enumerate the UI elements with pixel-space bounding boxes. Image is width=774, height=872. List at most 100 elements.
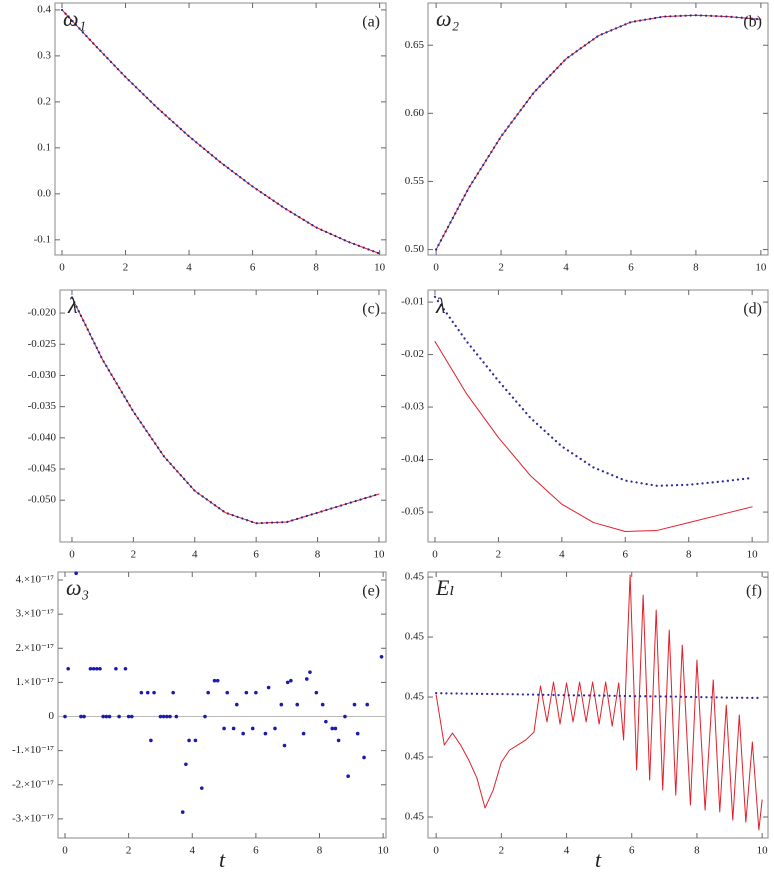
data-point bbox=[231, 726, 236, 731]
x-tick-label: 2 bbox=[499, 845, 505, 857]
x-tick-label: 4 bbox=[559, 549, 565, 561]
plot-frame bbox=[427, 2, 769, 256]
data-point bbox=[352, 702, 357, 707]
x-tick-label: 4 bbox=[563, 262, 569, 274]
panel-label: (e) bbox=[362, 583, 380, 600]
data-point bbox=[250, 726, 255, 731]
x-tick-label: 4 bbox=[192, 549, 198, 561]
data-point bbox=[333, 726, 338, 731]
data-point bbox=[193, 738, 198, 743]
x-tick-label: 6 bbox=[253, 845, 259, 857]
data-point bbox=[180, 810, 185, 814]
y-tick-label: -0.020 bbox=[28, 307, 57, 319]
x-tick-label: 0 bbox=[69, 549, 75, 561]
x-tick-label: 8 bbox=[686, 549, 692, 561]
data-point bbox=[241, 731, 245, 736]
data-point bbox=[320, 702, 325, 707]
panel-label: (c) bbox=[362, 301, 380, 318]
x-tick-label: 4 bbox=[190, 845, 196, 857]
data-point bbox=[114, 666, 118, 671]
y-tick-label: 0.45 bbox=[405, 571, 425, 583]
x-tick-label: 10 bbox=[755, 262, 767, 274]
data-point bbox=[104, 714, 109, 719]
data-point bbox=[184, 762, 188, 767]
data-point bbox=[355, 731, 360, 736]
data-point bbox=[346, 774, 350, 779]
y-tick-label: 0.2 bbox=[37, 95, 51, 107]
plot-frame bbox=[427, 289, 769, 543]
x-tick-label: 10 bbox=[374, 262, 386, 274]
data-point bbox=[273, 726, 277, 731]
y-tick-label: -0.01 bbox=[401, 296, 424, 308]
data-point bbox=[254, 690, 258, 695]
y-tick-label: -0.030 bbox=[28, 369, 57, 381]
x-tick-label: 6 bbox=[623, 549, 629, 561]
x-tick-label: 8 bbox=[694, 845, 700, 857]
data-point bbox=[79, 714, 83, 719]
x-axis-label: t bbox=[595, 847, 602, 872]
x-tick-label: 8 bbox=[317, 845, 323, 857]
data-point bbox=[152, 690, 156, 695]
data-point bbox=[330, 726, 335, 731]
data-point bbox=[74, 571, 78, 575]
y-tick-label: 0.50 bbox=[405, 243, 425, 255]
y-tick-label: -0.045 bbox=[28, 463, 57, 475]
data-point bbox=[199, 786, 204, 790]
x-tick-label: 6 bbox=[628, 262, 634, 274]
data-point bbox=[203, 714, 207, 719]
y-tick-label: 0.65 bbox=[405, 39, 425, 51]
plot-frame bbox=[59, 289, 387, 543]
data-point bbox=[123, 666, 128, 671]
data-point bbox=[63, 714, 67, 719]
dotted-line bbox=[433, 295, 754, 487]
y-tick-label: -0.040 bbox=[28, 431, 57, 443]
y-tick-label: -0.02 bbox=[401, 348, 424, 360]
x-tick-label: 0 bbox=[432, 549, 438, 561]
y-tick-label: -0.025 bbox=[28, 338, 57, 350]
data-point bbox=[314, 690, 319, 695]
y-tick-label: 1.×10⁻¹⁷ bbox=[16, 676, 55, 688]
data-point bbox=[289, 678, 293, 683]
data-point bbox=[336, 738, 341, 743]
data-point bbox=[244, 690, 249, 695]
x-axis-label: t bbox=[219, 847, 226, 872]
line bbox=[435, 574, 763, 831]
data-point bbox=[212, 678, 217, 683]
y-tick-label: -0.050 bbox=[28, 494, 57, 506]
y-tick-label: -0.05 bbox=[401, 506, 424, 518]
data-point bbox=[308, 670, 312, 674]
x-tick-label: 8 bbox=[313, 262, 319, 274]
y-tick-label: 0.45 bbox=[405, 691, 425, 703]
y-axis-label: λ bbox=[67, 293, 78, 318]
data-point bbox=[101, 714, 105, 719]
data-point bbox=[98, 666, 102, 671]
data-point bbox=[126, 714, 131, 719]
y-axis-label: ω₂ bbox=[436, 6, 460, 31]
data-point bbox=[279, 702, 284, 707]
y-tick-label: 0.55 bbox=[405, 175, 425, 187]
y-tick-label: 0.0 bbox=[37, 187, 51, 199]
line bbox=[435, 14, 762, 251]
x-tick-label: 0 bbox=[62, 845, 68, 857]
panel-label: (b) bbox=[743, 14, 762, 31]
x-tick-label: 10 bbox=[373, 549, 385, 561]
data-point bbox=[304, 677, 309, 681]
y-tick-label: -3.×10⁻¹⁷ bbox=[12, 812, 54, 824]
data-point bbox=[263, 731, 268, 736]
data-point bbox=[365, 702, 370, 707]
data-point bbox=[66, 666, 70, 671]
data-point bbox=[107, 714, 112, 719]
data-point bbox=[225, 690, 230, 695]
x-tick-label: 0 bbox=[433, 262, 439, 274]
y-tick-label: -0.1 bbox=[34, 233, 51, 245]
y-tick-label: 0.45 bbox=[405, 631, 425, 643]
y-tick-label: -0.035 bbox=[28, 400, 57, 412]
x-tick-label: 0 bbox=[59, 262, 65, 274]
data-point bbox=[206, 690, 210, 695]
x-tick-label: 6 bbox=[253, 549, 259, 561]
y-tick-label: 0.1 bbox=[37, 141, 51, 153]
data-point bbox=[266, 685, 271, 690]
x-tick-label: 10 bbox=[378, 845, 390, 857]
data-point bbox=[301, 731, 306, 736]
dotted-line bbox=[60, 8, 381, 255]
